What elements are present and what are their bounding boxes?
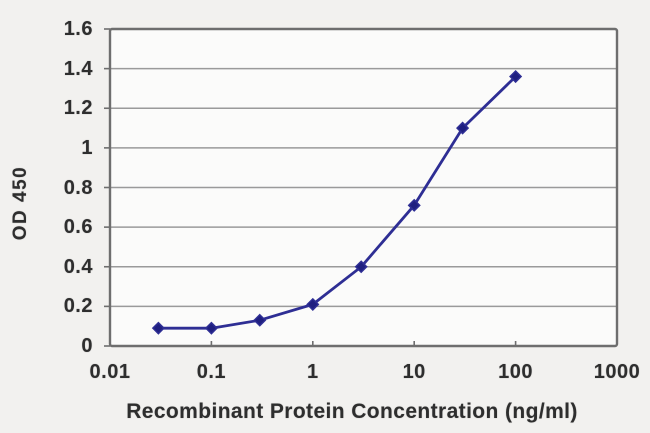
data-point-marker: [354, 260, 368, 274]
data-point-marker: [407, 198, 421, 212]
data-point-marker: [509, 69, 523, 84]
x-tick-label: 1000: [593, 361, 641, 383]
series-line: [158, 75, 517, 330]
y-tick-label: 1.6: [63, 18, 93, 40]
data-point-marker: [306, 297, 320, 311]
y-tick-label: 1.2: [63, 97, 93, 120]
x-tick-label: 0.01: [89, 361, 131, 383]
y-tick-label: 0.2: [63, 295, 93, 318]
x-tick-label: 1: [306, 361, 319, 383]
axis-frame: [108, 27, 619, 348]
y-tick-label: 0: [81, 335, 93, 357]
data-point-marker: [456, 121, 470, 135]
data-point-marker: [204, 321, 218, 335]
data-point-marker: [151, 321, 165, 335]
x-tick-label: 0.1: [196, 361, 227, 383]
y-tick-label: 0.8: [63, 176, 93, 199]
x-tick-label: 10: [402, 361, 426, 383]
x-tick-label: 100: [498, 361, 534, 383]
data-point-marker: [253, 313, 267, 327]
y-tick-label: 1: [81, 136, 93, 159]
y-tick-label: 0.4: [63, 255, 93, 278]
y-tick-label: 1.4: [63, 57, 93, 80]
x-axis-title: Recombinant Protein Concentration (ng/ml…: [126, 400, 578, 423]
y-tick-label: 0.6: [63, 216, 93, 239]
